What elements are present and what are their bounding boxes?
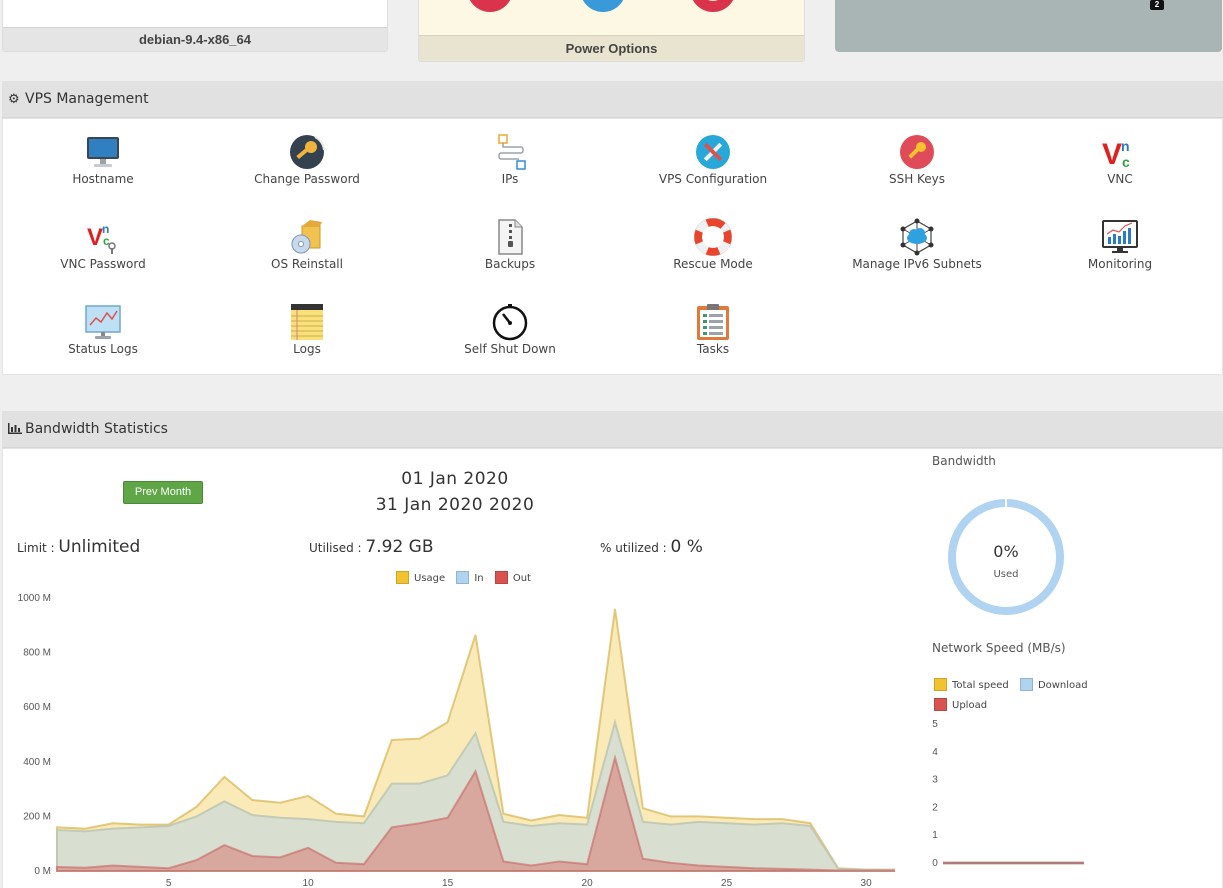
key-icon xyxy=(290,135,325,169)
power-options-card: Power Options xyxy=(418,0,805,62)
mgmt-item-ips[interactable]: IPs xyxy=(408,133,612,186)
mgmt-item-vps-configuration[interactable]: VPS Configuration xyxy=(611,133,815,186)
y-tick-label: 800 M xyxy=(23,648,51,659)
percent-stat: % utilized : 0 % xyxy=(600,537,703,557)
mgmt-item-tasks[interactable]: Tasks xyxy=(611,303,815,356)
svg-text:n: n xyxy=(1121,138,1130,154)
bandwidth-title: Bandwidth Statistics xyxy=(25,421,168,437)
y-tick-label: 400 M xyxy=(23,757,51,768)
gear-icon: ⚙ xyxy=(8,92,20,107)
mgmt-item-monitoring[interactable]: Monitoring xyxy=(1018,218,1222,271)
mgmt-item-vnc[interactable]: V n c VNC xyxy=(1018,133,1222,186)
backup-zip-icon xyxy=(498,219,523,255)
legend-download[interactable]: Download xyxy=(1019,678,1088,691)
mgmt-item-os-reinstall[interactable]: OS Reinstall xyxy=(205,218,409,271)
power-options-label: Power Options xyxy=(419,35,804,61)
x-tick-label: 25 xyxy=(721,878,733,888)
tools-icon xyxy=(696,135,730,169)
utilised-value: 7.92 GB xyxy=(365,537,434,557)
x-tick-label: 10 xyxy=(303,878,315,888)
area-series-usage xyxy=(56,608,895,872)
vps-management-panel xyxy=(2,118,1223,375)
y-tick-label: 600 M xyxy=(23,702,51,713)
y-tick-label: 1000 M xyxy=(18,593,51,604)
area-series-out xyxy=(56,753,895,872)
notepad-icon xyxy=(291,304,323,340)
ssh-key-icon xyxy=(900,135,934,169)
legend-total-speed[interactable]: Total speed xyxy=(934,678,1009,691)
svg-text:V: V xyxy=(1102,138,1122,171)
speed-chart-legend-row2: Upload xyxy=(934,698,995,711)
mgmt-item-manage-ipv6-subnets[interactable]: Manage IPv6 Subnets xyxy=(815,218,1019,271)
bandwidth-panel xyxy=(2,448,1223,888)
os-label: debian-9.4-x86_64 xyxy=(3,27,387,51)
mgmt-item-logs[interactable]: Logs xyxy=(205,303,409,356)
speed-y-tick-label: 2 xyxy=(932,802,938,813)
date-to: 31 Jan 2020 2020 xyxy=(375,495,535,515)
x-tick-label: 20 xyxy=(582,878,594,888)
status-chart-icon xyxy=(85,305,121,339)
timer-icon xyxy=(492,304,528,341)
mgmt-item-change-password[interactable]: Change Password xyxy=(205,133,409,186)
bar-chart-icon xyxy=(8,411,22,448)
area-series-in xyxy=(56,718,895,872)
monitor-icon xyxy=(87,137,119,167)
legend-out[interactable]: Out xyxy=(494,571,531,584)
os-reinstall-icon xyxy=(291,220,322,254)
svg-text:c: c xyxy=(1122,154,1130,170)
clipboard-icon xyxy=(697,304,729,340)
speed-y-tick-label: 1 xyxy=(932,830,938,841)
mgmt-item-rescue-mode[interactable]: Rescue Mode xyxy=(611,218,815,271)
date-from: 01 Jan 2020 xyxy=(401,469,509,489)
mgmt-item-backups[interactable]: Backups xyxy=(408,218,612,271)
speed-y-tick-label: 5 xyxy=(932,719,938,730)
ip-network-icon xyxy=(498,134,526,170)
network-speed-title: Network Speed (MB/s) xyxy=(932,641,1066,655)
mgmt-item-status-logs[interactable]: Status Logs xyxy=(1,303,205,356)
vps-management-title: VPS Management xyxy=(25,91,149,107)
x-tick-label: 5 xyxy=(166,878,172,888)
svg-text:V: V xyxy=(87,224,103,251)
limit-stat: Limit : Unlimited xyxy=(17,537,141,557)
vps-management-header: ⚙ VPS Management xyxy=(2,81,1223,118)
bandwidth-donut-title: Bandwidth xyxy=(932,454,996,468)
os-card: debian-9.4-x86_64 xyxy=(2,0,388,52)
utilised-stat: Utilised : 7.92 GB xyxy=(309,537,434,557)
donut-sub-label: Used xyxy=(993,569,1018,580)
vnc-password-icon: V n c xyxy=(87,222,116,254)
speed-y-tick-label: 4 xyxy=(932,747,938,758)
speed-chart-legend: Total speed Download xyxy=(934,678,1096,691)
prev-month-button[interactable]: Prev Month xyxy=(123,481,203,504)
graph-card: 2 xyxy=(835,0,1222,52)
mgmt-item-ssh-keys[interactable]: SSH Keys xyxy=(815,133,1019,186)
percent-value: 0 % xyxy=(670,537,703,557)
mgmt-item-vnc-password[interactable]: V n c VNC Password xyxy=(1,218,205,271)
svg-text:n: n xyxy=(102,222,109,236)
legend-in[interactable]: In xyxy=(456,571,484,584)
legend-usage[interactable]: Usage xyxy=(396,571,445,584)
donut-gap xyxy=(1005,498,1007,508)
usage-chart-legend: Usage In Out xyxy=(396,571,539,584)
speed-y-tick-label: 3 xyxy=(932,775,938,786)
y-tick-label: 200 M xyxy=(23,811,51,822)
monitoring-icon xyxy=(1102,220,1138,253)
speed-y-tick-label: 0 xyxy=(932,858,938,869)
limit-value: Unlimited xyxy=(58,537,141,557)
y-tick-label: 0 M xyxy=(34,866,51,877)
mgmt-item-self-shut-down[interactable]: Self Shut Down xyxy=(408,303,612,356)
count-badge: 2 xyxy=(1150,0,1164,10)
lifebuoy-icon xyxy=(694,218,732,256)
x-tick-label: 15 xyxy=(442,878,454,888)
x-tick-label: 30 xyxy=(861,878,873,888)
vnc-icon: V n c xyxy=(1102,138,1130,171)
ipv6-cloud-icon xyxy=(900,218,934,256)
donut-value: 0% xyxy=(993,542,1018,561)
svg-text:c: c xyxy=(103,234,110,248)
legend-upload[interactable]: Upload xyxy=(934,698,987,711)
mgmt-item-hostname[interactable]: Hostname xyxy=(1,133,205,186)
bandwidth-header: Bandwidth Statistics xyxy=(2,411,1223,448)
